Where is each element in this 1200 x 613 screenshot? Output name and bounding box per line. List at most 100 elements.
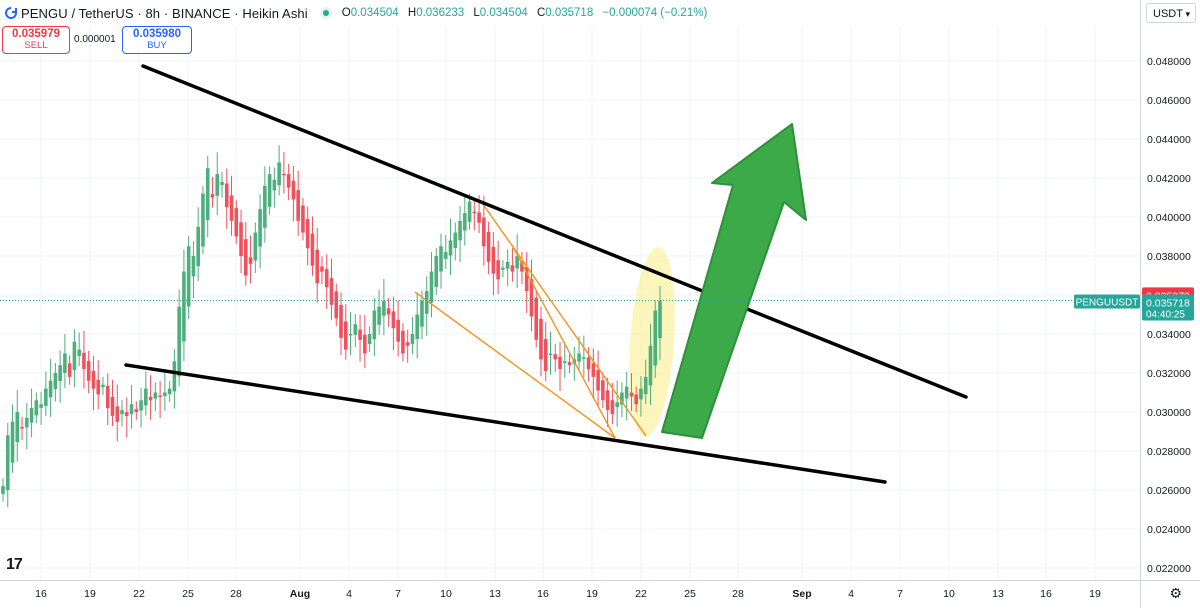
candle-body bbox=[343, 321, 348, 350]
sell-button[interactable]: 0.035979 SELL bbox=[2, 26, 70, 54]
buy-button[interactable]: 0.035980 BUY bbox=[122, 26, 192, 54]
x-tick-label: 22 bbox=[635, 588, 647, 600]
x-tick-label: 28 bbox=[732, 588, 744, 600]
candle-body bbox=[467, 201, 472, 222]
candle-body bbox=[386, 308, 391, 315]
low-key: L bbox=[473, 7, 480, 19]
candle-body bbox=[448, 240, 453, 256]
candle-body bbox=[501, 267, 505, 270]
candle-body bbox=[1, 486, 5, 494]
candle-body bbox=[101, 384, 105, 388]
chart-header: PENGU / TetherUS · 8h · BINANCE · Heikin… bbox=[0, 0, 713, 26]
candle-body bbox=[53, 373, 58, 390]
symbol-title[interactable]: PENGU / TetherUS · 8h · BINANCE · Heikin… bbox=[21, 5, 308, 21]
candle-body bbox=[339, 304, 343, 338]
gear-icon[interactable]: ⚙ bbox=[1169, 585, 1182, 601]
candle-body bbox=[358, 329, 362, 340]
candle-body bbox=[653, 310, 658, 366]
x-tick-label: 16 bbox=[537, 588, 549, 600]
candle-body bbox=[515, 256, 519, 269]
x-tick-label: 4 bbox=[848, 588, 854, 600]
candle-body bbox=[277, 162, 281, 186]
x-tick-label: 19 bbox=[84, 588, 96, 600]
y-tick-label: 0.042000 bbox=[1147, 173, 1191, 185]
candle-body bbox=[229, 195, 234, 221]
candle-body bbox=[615, 402, 619, 408]
candle-body bbox=[63, 353, 67, 374]
candle-body bbox=[25, 417, 29, 428]
candle-body bbox=[382, 300, 386, 316]
candle-body bbox=[534, 297, 539, 340]
candle-body bbox=[510, 265, 515, 272]
candles bbox=[1, 145, 662, 508]
y-tick-label: 0.032000 bbox=[1147, 368, 1191, 380]
y-tick-label: 0.038000 bbox=[1147, 251, 1191, 263]
candle-body bbox=[443, 252, 448, 259]
x-tick-label: 25 bbox=[684, 588, 696, 600]
candle-body bbox=[144, 388, 148, 406]
refresh-icon[interactable] bbox=[4, 6, 18, 20]
candle-body bbox=[286, 173, 291, 188]
candle-body bbox=[401, 330, 405, 354]
candle-body bbox=[310, 233, 315, 266]
symbol-tag bbox=[1074, 294, 1140, 309]
candle-body bbox=[110, 396, 115, 416]
candle-body bbox=[153, 392, 158, 399]
candle-body bbox=[186, 246, 191, 307]
y-tick-label: 0.046000 bbox=[1147, 95, 1191, 107]
y-tick-label: 0.028000 bbox=[1147, 446, 1191, 458]
open-value: 0.034504 bbox=[350, 7, 399, 19]
market-open-icon bbox=[319, 7, 332, 19]
channel-line-lower bbox=[414, 244, 616, 439]
x-tick-label: Aug bbox=[290, 588, 310, 600]
x-tick-label: 7 bbox=[897, 588, 903, 600]
currency-selector[interactable]: USDT ▾ bbox=[1146, 3, 1196, 23]
last-price-tag bbox=[1142, 294, 1194, 321]
symbol-tag-label: PENGUUSDT bbox=[1076, 297, 1139, 308]
candle-body bbox=[505, 261, 510, 269]
candle-body bbox=[215, 174, 220, 196]
candle-body bbox=[486, 231, 491, 262]
candle-body bbox=[562, 361, 567, 363]
candle-body bbox=[439, 246, 443, 272]
buy-price: 0.035980 bbox=[133, 28, 181, 40]
candle-body bbox=[596, 370, 600, 391]
candle-body bbox=[582, 357, 586, 359]
change-value: −0.000074 (−0.21%) bbox=[602, 7, 708, 19]
candle-body bbox=[348, 334, 353, 336]
candle-body bbox=[91, 370, 96, 389]
candle-body bbox=[44, 388, 48, 407]
chevron-down-icon: ▾ bbox=[1185, 9, 1190, 19]
candle-body bbox=[224, 183, 229, 208]
candle-body bbox=[296, 190, 300, 221]
candle-body bbox=[453, 232, 458, 248]
y-tick-label: 0.040000 bbox=[1147, 212, 1191, 224]
y-tick-label: 0.034000 bbox=[1147, 329, 1191, 341]
wedge-upper-line bbox=[141, 64, 968, 399]
candle-body bbox=[415, 314, 419, 339]
candle-body bbox=[410, 334, 415, 344]
candle-body bbox=[120, 410, 124, 415]
sell-price: 0.035979 bbox=[12, 28, 60, 40]
candle-body bbox=[5, 435, 10, 490]
tradingview-logo-icon[interactable]: 17 bbox=[6, 556, 23, 573]
x-tick-label: Sep bbox=[792, 588, 811, 600]
candle-body bbox=[434, 256, 439, 288]
high-key: H bbox=[407, 7, 417, 19]
candle-body bbox=[396, 319, 400, 342]
candle-body bbox=[577, 353, 581, 362]
x-tick-label: 19 bbox=[586, 588, 598, 600]
candle-body bbox=[496, 260, 500, 280]
candle-body bbox=[477, 212, 481, 223]
candle-body bbox=[124, 412, 129, 416]
candle-body bbox=[567, 362, 572, 366]
candle-body bbox=[282, 173, 286, 176]
channel-line-upper bbox=[479, 199, 647, 437]
candle-body bbox=[58, 365, 62, 382]
candle-body bbox=[529, 279, 534, 317]
candle-body bbox=[191, 256, 196, 277]
candle-body bbox=[591, 363, 596, 377]
candle-body bbox=[620, 392, 624, 405]
